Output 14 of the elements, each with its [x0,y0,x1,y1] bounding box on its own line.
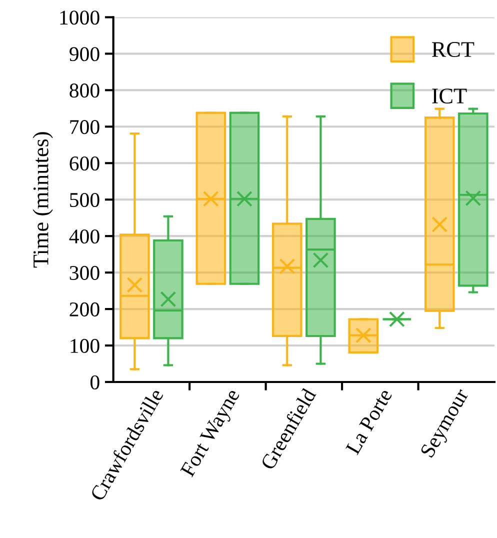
y-tick-label: 1000 [60,10,100,25]
legend-label: ICT [432,88,467,104]
y-tick-label: 200 [70,302,100,316]
legend-label: RCT [432,42,474,57]
y-tick-label: 500 [70,192,100,208]
y-axis-title: Time (minutes) [32,132,53,268]
y-tick-label: 400 [69,229,100,244]
y-tick-label: 0 [90,375,100,390]
y-tick-label: 600 [70,156,100,171]
y-tick-label: 300 [70,266,100,280]
y-tick-label: 900 [70,47,100,62]
y-tick-label: 800 [70,84,100,98]
y-tick-label: 700 [70,120,100,134]
y-tick-label: 100 [70,338,100,353]
